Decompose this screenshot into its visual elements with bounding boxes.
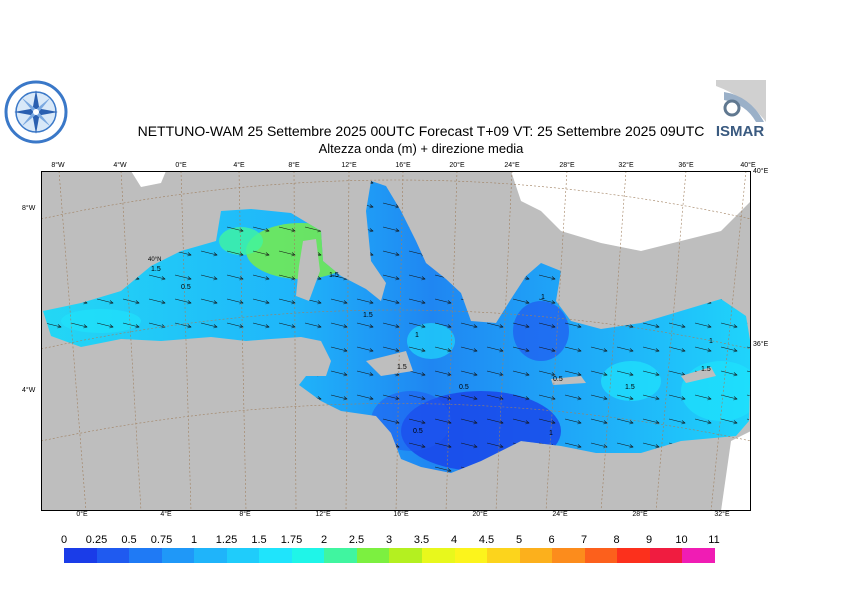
contour-label: 0.5 <box>459 384 469 391</box>
colorbar-label: 3 <box>385 534 393 546</box>
contour-label: 1 <box>541 294 545 301</box>
lon-label-top: 20°E <box>449 162 465 169</box>
colorbar-label: 1 <box>190 534 198 546</box>
contour-label: 0.5 <box>553 376 563 383</box>
colorbar-label: 1.5 <box>251 534 267 546</box>
wave-height-colorbar <box>64 548 715 563</box>
lon-label-bottom: 24°E <box>552 511 568 518</box>
lon-label-bottom: 16°E <box>393 511 409 518</box>
lat-inner-label: 40°N <box>148 257 161 263</box>
lon-label-bottom: 4°E <box>160 511 172 518</box>
colorbar-swatch <box>356 548 390 563</box>
map-border <box>41 171 751 511</box>
contour-label: 1.5 <box>397 364 407 371</box>
lon-label-top: 12°E <box>341 162 357 169</box>
lon-label-top: 4°E <box>233 162 245 169</box>
colorbar-label: 9 <box>645 534 653 546</box>
contour-label: 1.5 <box>329 272 339 279</box>
colorbar-label: 7 <box>580 534 588 546</box>
contour-label: 1.5 <box>701 366 711 373</box>
lon-label-top: 4°W <box>113 162 127 169</box>
unmasked-region <box>511 171 751 251</box>
colorbar-label: 3.5 <box>413 534 430 546</box>
colorbar-swatch <box>389 548 423 563</box>
contour-label: 0.5 <box>181 284 191 291</box>
colorbar-swatch <box>519 548 553 563</box>
colorbar-label: 0.5 <box>121 534 137 546</box>
lon-label-top: 40°E <box>740 162 756 169</box>
colorbar-label: 2.5 <box>348 534 365 546</box>
colorbar-label: 5 <box>515 534 523 546</box>
colorbar-label: 0 <box>60 534 68 546</box>
map-title: NETTUNO-WAM 25 Settembre 2025 00UTC Fore… <box>137 123 705 139</box>
island <box>366 351 413 376</box>
colorbar-swatch <box>649 548 683 563</box>
lon-label-top: 8°W <box>51 162 65 169</box>
colorbar-swatch <box>64 548 97 563</box>
map-subtitle: Altezza onda (m) + direzione media <box>318 141 524 156</box>
lon-label-top: 8°E <box>288 162 300 169</box>
colorbar-label: 10 <box>675 534 688 546</box>
lat-label-right: 40°E <box>753 168 769 175</box>
contour-label: 1 <box>415 332 419 339</box>
colorbar-label: 4.5 <box>478 534 495 546</box>
contour-labels: 1.5 0.5 1.5 1.5 1 1.5 0.5 0.5 1 1 1.5 0.… <box>151 266 713 437</box>
lon-label-bottom: 8°E <box>239 511 251 518</box>
ismar-logo: ISMAR <box>708 78 772 142</box>
colorbar-swatch <box>96 548 130 563</box>
lon-label-top: 0°E <box>175 162 187 169</box>
colorbar-label: 1.25 <box>215 534 238 546</box>
institution-logo <box>4 80 68 144</box>
colorbar-label: 6 <box>548 534 555 546</box>
lon-label-bottom: 12°E <box>315 511 331 518</box>
lat-label-left: 4°W <box>22 387 36 394</box>
colorbar-swatch <box>259 548 292 563</box>
colorbar-swatch <box>584 548 618 563</box>
lon-label-top: 24°E <box>504 162 520 169</box>
colorbar-swatch <box>552 548 585 563</box>
contour-label: 1 <box>709 338 713 345</box>
colorbar-label: 8 <box>613 534 620 546</box>
unmasked-region <box>131 171 166 187</box>
colorbar-swatch <box>617 548 650 563</box>
lon-label-bottom: 0°E <box>76 511 88 518</box>
colorbar-swatch <box>226 548 260 563</box>
colorbar-swatch <box>682 548 715 563</box>
colorbar-swatch <box>487 548 520 563</box>
colorbar-swatch <box>129 548 162 563</box>
lon-label-bottom: 20°E <box>472 511 488 518</box>
colorbar-swatch <box>161 548 195 563</box>
contour-label: 0.5 <box>413 428 423 435</box>
colorbar-swatch <box>291 548 325 563</box>
island <box>551 376 586 385</box>
colorbar-label: 4 <box>450 534 458 546</box>
colorbar-label: 2 <box>320 534 328 546</box>
lon-label-bottom: 32°E <box>714 511 730 518</box>
lon-label-top: 36°E <box>678 162 694 169</box>
contour-label: 1.5 <box>363 312 373 319</box>
contour-label: 1.5 <box>151 266 161 273</box>
colorbar-label: 1.75 <box>280 534 303 546</box>
unmasked-region <box>721 431 751 511</box>
colorbar-swatch <box>454 548 488 563</box>
colorbar-label: 0.25 <box>85 534 108 546</box>
colorbar-swatch <box>324 548 357 563</box>
lon-label-top: 16°E <box>395 162 411 169</box>
ismar-logo-text: ISMAR <box>716 123 765 140</box>
lat-label-right: 36°E <box>753 341 769 348</box>
contour-label: 1.5 <box>625 384 635 391</box>
lon-label-bottom: 28°E <box>632 511 648 518</box>
colorbar-label: 0.75 <box>150 534 173 546</box>
wave-height-map: 40°N 1.5 0.5 1.5 1.5 1 1.5 0.5 0.5 1 1 1… <box>41 171 751 511</box>
island <box>296 239 320 301</box>
contour-label: 1 <box>549 430 553 437</box>
lon-label-top: 32°E <box>618 162 634 169</box>
island <box>681 367 716 383</box>
colorbar-swatch <box>194 548 227 563</box>
lon-label-top: 28°E <box>559 162 575 169</box>
colorbar-swatch <box>422 548 455 563</box>
colorbar-label: 11 <box>708 534 720 546</box>
graticule <box>41 171 751 511</box>
lat-label-left: 8°W <box>22 205 36 212</box>
